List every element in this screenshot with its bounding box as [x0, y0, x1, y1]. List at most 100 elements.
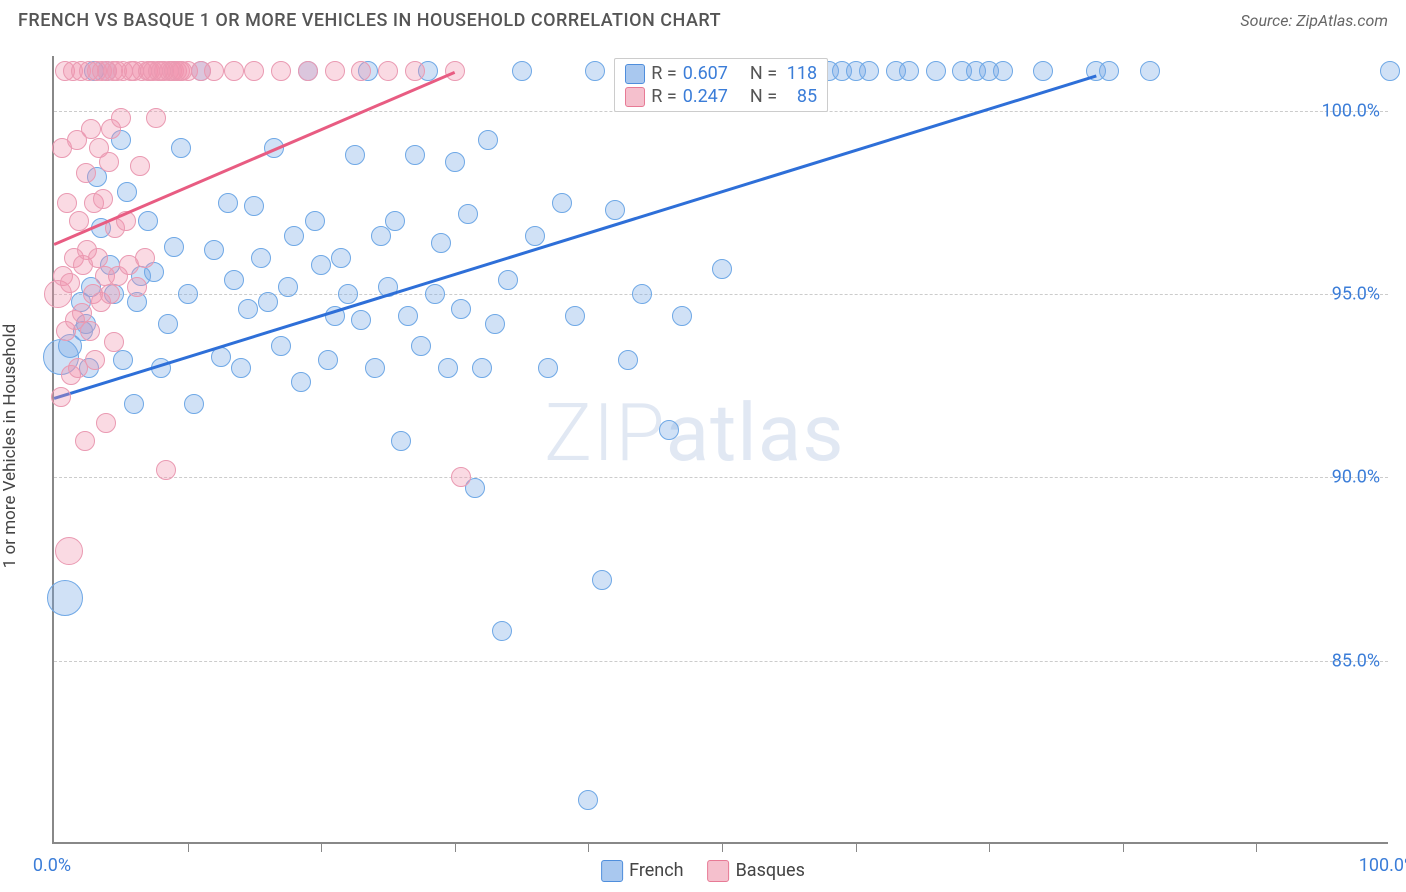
scatter-plot: ZIPatlas 100.0%95.0%90.0%85.0%R =0.607N …: [52, 56, 1388, 844]
legend-stats: R =0.607N =118R =0.247N =85: [614, 58, 828, 112]
data-point: [85, 350, 105, 370]
n-value: 118: [783, 63, 817, 84]
data-point: [385, 211, 405, 231]
data-point: [224, 61, 244, 81]
data-point: [271, 61, 291, 81]
legend-swatch: [625, 64, 645, 84]
data-point: [498, 270, 518, 290]
data-point: [445, 61, 465, 81]
data-point: [244, 196, 264, 216]
data-point: [492, 621, 512, 641]
legend-item: French: [601, 860, 683, 882]
data-point: [104, 332, 124, 352]
data-point: [405, 145, 425, 165]
data-point: [331, 248, 351, 268]
x-tick: [722, 842, 723, 852]
data-point: [1099, 61, 1119, 81]
y-tick-label: 100.0%: [1322, 100, 1380, 121]
data-point: [171, 138, 191, 158]
data-point: [164, 237, 184, 257]
data-point: [130, 156, 150, 176]
data-point: [178, 284, 198, 304]
r-value: 0.607: [683, 63, 728, 84]
data-point: [512, 61, 532, 81]
data-point: [1140, 61, 1160, 81]
legend-label: Basques: [736, 860, 805, 881]
data-point: [485, 314, 505, 334]
data-point: [305, 211, 325, 231]
data-point: [411, 336, 431, 356]
data-point: [472, 358, 492, 378]
x-tick: [989, 842, 990, 852]
data-point: [659, 420, 679, 440]
data-point: [525, 226, 545, 246]
data-point: [325, 61, 345, 81]
data-point: [351, 61, 371, 81]
data-point: [111, 108, 131, 128]
data-point: [859, 61, 879, 81]
data-point: [311, 255, 331, 275]
data-point: [124, 394, 144, 414]
data-point: [398, 306, 418, 326]
data-point: [451, 299, 471, 319]
data-point: [378, 61, 398, 81]
data-point: [672, 306, 692, 326]
data-point: [1033, 61, 1053, 81]
x-tick: [321, 842, 322, 852]
data-point: [365, 358, 385, 378]
data-point: [552, 193, 572, 213]
legend-row: R =0.607N =118: [625, 63, 817, 84]
data-point: [351, 310, 371, 330]
data-point: [565, 306, 585, 326]
data-point: [184, 394, 204, 414]
data-point: [60, 273, 80, 293]
data-point: [445, 152, 465, 172]
data-point: [117, 182, 137, 202]
x-tick: [455, 842, 456, 852]
legend-bottom: French Basques: [601, 860, 805, 882]
data-point: [113, 350, 133, 370]
data-point: [1380, 61, 1400, 81]
data-point: [55, 537, 83, 565]
plot-area: ZIPatlas 100.0%95.0%90.0%85.0%R =0.607N …: [52, 56, 1388, 844]
data-point: [156, 460, 176, 480]
data-point: [391, 431, 411, 451]
data-point: [238, 299, 258, 319]
data-point: [100, 284, 120, 304]
n-label: N =: [750, 63, 777, 84]
data-point: [231, 358, 251, 378]
data-point: [244, 61, 264, 81]
data-point: [438, 358, 458, 378]
data-point: [592, 570, 612, 590]
legend-swatch: [601, 860, 623, 882]
data-point: [632, 284, 652, 304]
data-point: [76, 163, 96, 183]
data-point: [345, 145, 365, 165]
data-point: [204, 240, 224, 260]
data-point: [146, 108, 166, 128]
x-tick: [188, 842, 189, 852]
data-point: [251, 248, 271, 268]
chart-source: Source: ZipAtlas.com: [1240, 11, 1388, 30]
data-point: [72, 303, 92, 323]
x-tick-label: 100.0%: [1359, 855, 1406, 876]
x-tick-label: 0.0%: [33, 855, 71, 876]
y-axis-title: 1 or more Vehicles in Household: [0, 324, 20, 568]
data-point: [81, 119, 101, 139]
data-point: [431, 233, 451, 253]
chart-title: FRENCH VS BASQUE 1 OR MORE VEHICLES IN H…: [18, 10, 721, 31]
data-point: [80, 321, 100, 341]
data-point: [605, 200, 625, 220]
x-tick: [1123, 842, 1124, 852]
y-tick-label: 85.0%: [1332, 650, 1380, 671]
r-value: 0.247: [683, 86, 728, 107]
data-point: [578, 790, 598, 810]
data-point: [993, 61, 1013, 81]
x-tick: [856, 842, 857, 852]
data-point: [127, 277, 147, 297]
data-point: [75, 431, 95, 451]
gridline-h: [54, 294, 1388, 295]
data-point: [271, 336, 291, 356]
data-point: [585, 61, 605, 81]
data-point: [425, 284, 445, 304]
